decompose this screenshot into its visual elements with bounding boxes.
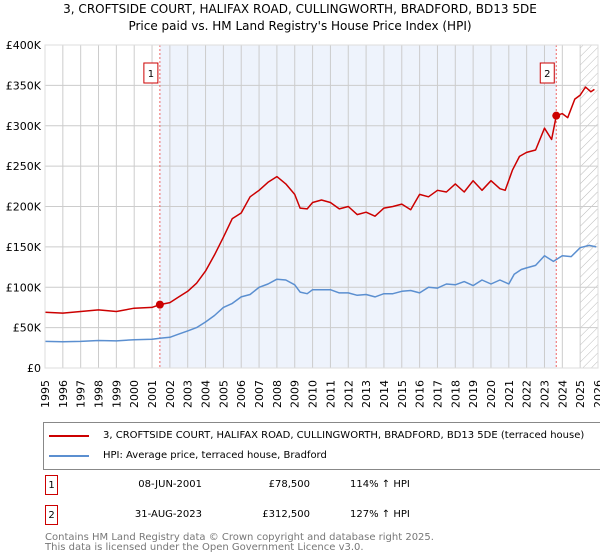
chart-title: 3, CROFTSIDE COURT, HALIFAX ROAD, CULLIN… — [63, 2, 537, 16]
sale-number: 2 — [45, 505, 58, 525]
x-tick-label: 2003 — [182, 380, 195, 408]
sale-label: 2 — [544, 69, 550, 80]
chart-subtitle: Price paid vs. HM Land Registry's House … — [128, 19, 472, 33]
sale-label-box — [143, 62, 159, 84]
sale-number: 1 — [45, 475, 58, 495]
legend-label-property: 3, CROFTSIDE COURT, HALIFAX ROAD, CULLIN… — [103, 430, 585, 441]
x-tick-label: 2006 — [235, 380, 248, 408]
footer-copyright: Contains HM Land Registry data © Crown c… — [45, 532, 434, 543]
footer-licence: This data is licensed under the Open Gov… — [45, 542, 364, 553]
legend-swatch-hpi — [49, 454, 89, 457]
x-tick-label: 2000 — [128, 380, 141, 408]
x-tick-label: 1999 — [110, 380, 123, 408]
y-tick-label: £50K — [13, 322, 42, 335]
x-tick-label: 1995 — [39, 380, 52, 408]
footer: Contains HM Land Registry data © Crown c… — [45, 533, 434, 553]
x-tick-label: 2014 — [378, 380, 391, 408]
legend-label-hpi: HPI: Average price, terraced house, Brad… — [103, 450, 327, 461]
y-tick-label: £250K — [6, 160, 42, 173]
y-tick-label: £300K — [6, 120, 42, 133]
x-tick-label: 2013 — [360, 380, 373, 408]
x-tick-label: 2019 — [467, 380, 480, 408]
sale-label: 1 — [148, 69, 154, 80]
sale-date: 08-JUN-2001 — [138, 479, 202, 490]
x-tick-label: 2023 — [538, 380, 551, 408]
x-tick-label: 2020 — [485, 380, 498, 408]
x-tick-label: 2009 — [289, 380, 302, 408]
legend-item-hpi: HPI: Average price, terraced house, Brad… — [49, 450, 327, 461]
property-price-line — [44, 86, 595, 314]
hpi-line — [44, 244, 597, 343]
x-tick-label: 2008 — [271, 380, 284, 408]
x-tick-label: 2010 — [307, 380, 320, 408]
price-chart: 1995 1996 1997 1998 1999 2000 2001 2002 2003 2004… — [6, 39, 600, 408]
x-tick-label: 2026 — [592, 380, 600, 408]
x-tick-label: 2015 — [396, 380, 409, 408]
y-tick-label: £350K — [6, 79, 42, 92]
y-tick-label: £150K — [6, 241, 42, 254]
sale-price: £78,500 — [268, 479, 310, 490]
x-tick-label: 2021 — [503, 380, 516, 408]
sale-point — [155, 300, 164, 309]
sale-hpi-change: 127% ↑ HPI — [350, 509, 410, 520]
x-tick-label: 1997 — [75, 380, 88, 408]
legend-swatch-property — [49, 434, 89, 437]
x-tick-label: 2002 — [164, 380, 177, 408]
x-tick-label: 2018 — [449, 380, 462, 408]
y-tick-label: £0 — [27, 362, 41, 375]
y-tick-label: £100K — [6, 281, 42, 294]
sale-label-box — [539, 62, 555, 84]
x-tick-label: 2004 — [200, 380, 213, 408]
y-tick-label: £400K — [6, 39, 42, 52]
x-tick-label: 2007 — [253, 380, 266, 408]
x-tick-label: 2017 — [431, 380, 444, 408]
x-tick-label: 2016 — [414, 380, 427, 408]
x-tick-label: 2011 — [324, 380, 337, 408]
x-tick-label: 2005 — [217, 380, 230, 408]
x-tick-label: 1996 — [57, 380, 70, 408]
x-tick-label: 2001 — [146, 380, 159, 408]
sale-point — [552, 111, 561, 120]
x-tick-label: 2012 — [342, 380, 355, 408]
sale-date: 31-AUG-2023 — [134, 509, 202, 520]
legend: 3, CROFTSIDE COURT, HALIFAX ROAD, CULLIN… — [43, 422, 600, 470]
y-tick-label: £200K — [6, 201, 42, 214]
x-tick-label: 1998 — [93, 380, 106, 408]
legend-item-property: 3, CROFTSIDE COURT, HALIFAX ROAD, CULLIN… — [49, 430, 584, 441]
plot-frame — [44, 44, 599, 369]
sale-hpi-change: 114% ↑ HPI — [350, 479, 410, 490]
sale-price: £312,500 — [262, 509, 310, 520]
x-tick-label: 2024 — [556, 380, 569, 408]
x-tick-label: 2025 — [574, 380, 587, 408]
x-tick-label: 2022 — [521, 380, 534, 408]
